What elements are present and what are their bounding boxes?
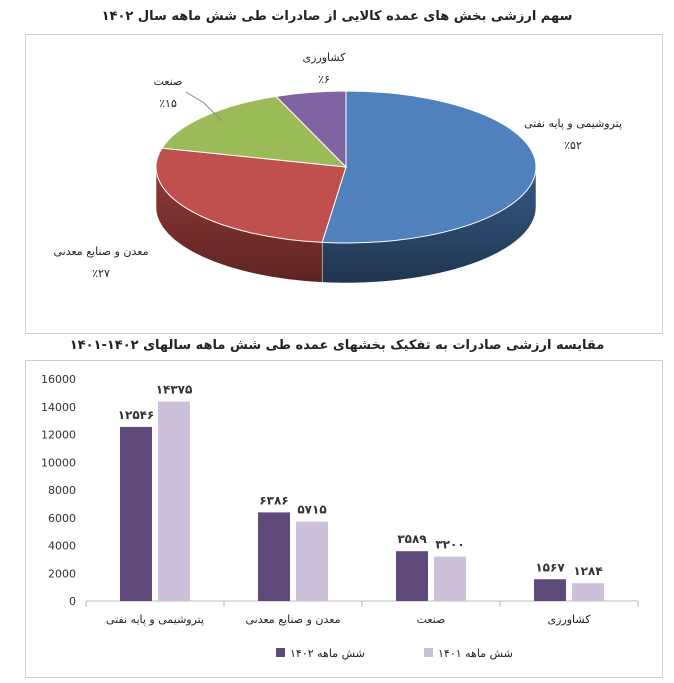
y-tick-label-1: 2000 xyxy=(48,567,76,580)
bar-1-1 xyxy=(296,521,328,601)
pie-chart-panel: پتروشیمی و پایه نفتی ٪۵۲ معدن و صنایع معدن… xyxy=(25,34,663,334)
pie-label-2: صنعت xyxy=(154,75,183,88)
bar-0-3 xyxy=(534,579,566,601)
y-tick-label-3: 6000 xyxy=(48,512,76,525)
y-tick-label-4: 8000 xyxy=(48,484,76,497)
bar-1-0 xyxy=(158,401,190,601)
bar-chart-title: مقایسه ارزشی صادرات به تفکیک بخشهای عمده… xyxy=(69,338,605,353)
pie-value-label-2: ٪۱۵ xyxy=(159,97,177,110)
bar-0-0 xyxy=(120,426,152,601)
legend-swatch-0 xyxy=(276,648,285,657)
bar-0-1 xyxy=(258,512,290,601)
pie-leader-line xyxy=(185,91,223,122)
bar-value-label-1-2: ۳۲۰۰ xyxy=(435,538,464,552)
pie-slice-2 xyxy=(161,95,348,168)
bar-value-label-1-1: ۵۷۱۵ xyxy=(297,503,326,517)
legend-swatch-1 xyxy=(424,648,433,657)
category-label-0: پتروشیمی و پایه نفتی xyxy=(106,613,204,626)
category-label-3: کشاورزی xyxy=(548,613,592,626)
legend-label-1: شش ماهه ۱۴۰۱ xyxy=(438,647,513,660)
pie-value-label-1: ٪۲۷ xyxy=(92,267,110,280)
bar-1-3 xyxy=(572,583,604,601)
bar-value-label-0-1: ۶۳۸۶ xyxy=(259,493,288,507)
pie-label-3: کشاورزی xyxy=(303,51,347,64)
pie-slice-0 xyxy=(321,90,537,244)
bar-1-2 xyxy=(434,556,466,601)
category-label-2: صنعت xyxy=(417,613,446,626)
y-tick-label-7: 14000 xyxy=(41,401,76,414)
y-tick-label-5: 10000 xyxy=(41,456,76,469)
bar-value-label-1-3: ۱۲۸۴ xyxy=(573,564,602,578)
pie-value-label-3: ٪۶ xyxy=(318,73,330,86)
pie-label-1: معدن و صنایع معدنی xyxy=(54,245,149,258)
y-tick-label-6: 12000 xyxy=(41,429,76,442)
pie-label-0: پتروشیمی و پایه نفتی xyxy=(524,117,622,130)
pie-chart: پتروشیمی و پایه نفتی ٪۵۲ معدن و صنایع معدن… xyxy=(54,51,622,284)
pie-chart-title: سهم ارزشی بخش های عمده کالایی از صادرات … xyxy=(101,9,573,24)
bar-value-label-1-0: ۱۴۳۷۵ xyxy=(156,383,193,397)
legend-label-0: شش ماهه ۱۴۰۲ xyxy=(290,647,365,660)
bar-0-2 xyxy=(396,551,428,601)
y-tick-label-8: 16000 xyxy=(41,373,76,386)
pie-slice-1 xyxy=(155,147,347,243)
bar-value-label-0-2: ۳۵۸۹ xyxy=(397,532,427,546)
bar-value-label-0-3: ۱۵۶۷ xyxy=(535,560,565,574)
bar-chart: 0 2000 4000 6000 8000 10000 12000 14000 16000 ۱۲۵… xyxy=(41,373,639,660)
pie-value-label-0: ٪۵۲ xyxy=(564,139,582,152)
y-tick-label-0: 0 xyxy=(69,595,76,608)
y-tick-label-2: 4000 xyxy=(48,540,76,553)
bar-value-label-0-0: ۱۲۵۴۶ xyxy=(118,408,155,422)
pie-slice-3 xyxy=(275,90,347,169)
category-label-1: معدن و صنایع معدنی xyxy=(246,613,341,626)
bar-chart-panel: 0 2000 4000 6000 8000 10000 12000 14000 16000 ۱۲۵… xyxy=(25,360,663,678)
